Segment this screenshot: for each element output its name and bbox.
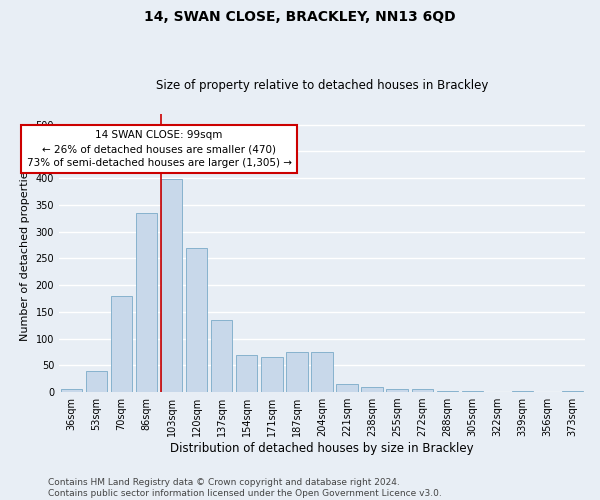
Bar	[161, 179, 182, 392]
Bar	[512, 391, 533, 392]
Bar	[236, 354, 257, 392]
Bar	[111, 296, 132, 392]
Bar	[361, 386, 383, 392]
Text: 14 SWAN CLOSE: 99sqm
← 26% of detached houses are smaller (470)
73% of semi-deta: 14 SWAN CLOSE: 99sqm ← 26% of detached h…	[26, 130, 292, 168]
Bar	[437, 391, 458, 392]
Bar	[412, 390, 433, 392]
Bar	[286, 352, 308, 392]
Bar	[337, 384, 358, 392]
Bar	[386, 390, 408, 392]
Y-axis label: Number of detached properties: Number of detached properties	[20, 166, 30, 340]
Bar	[261, 358, 283, 392]
Bar	[186, 248, 208, 392]
Bar	[211, 320, 232, 392]
Text: Contains HM Land Registry data © Crown copyright and database right 2024.
Contai: Contains HM Land Registry data © Crown c…	[48, 478, 442, 498]
Bar	[86, 370, 107, 392]
Title: Size of property relative to detached houses in Brackley: Size of property relative to detached ho…	[156, 79, 488, 92]
X-axis label: Distribution of detached houses by size in Brackley: Distribution of detached houses by size …	[170, 442, 474, 455]
Bar	[562, 391, 583, 392]
Text: 14, SWAN CLOSE, BRACKLEY, NN13 6QD: 14, SWAN CLOSE, BRACKLEY, NN13 6QD	[144, 10, 456, 24]
Bar	[311, 352, 332, 392]
Bar	[136, 213, 157, 392]
Bar	[461, 391, 483, 392]
Bar	[61, 390, 82, 392]
